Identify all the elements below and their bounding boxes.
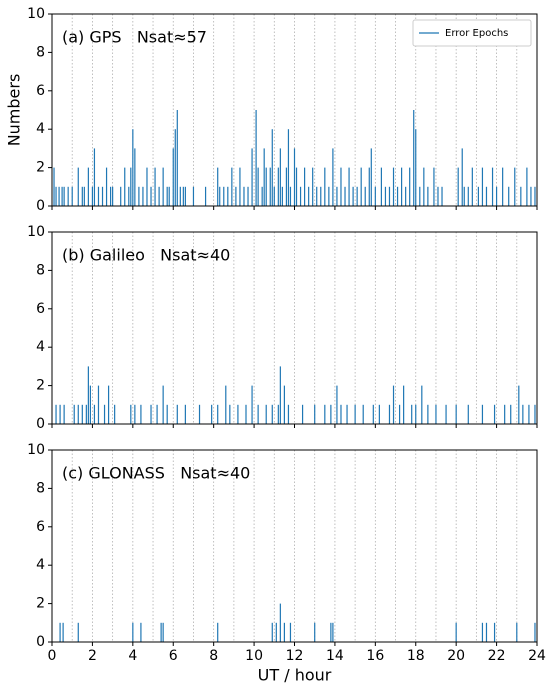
y-tick-label: 0 (36, 198, 45, 214)
x-tick-label: 20 (447, 648, 465, 664)
y-axis-label: Numbers (5, 74, 24, 147)
y-tick-label: 8 (36, 480, 45, 496)
x-tick-label: 18 (407, 648, 425, 664)
x-tick-label: 8 (209, 648, 218, 664)
x-tick-label: 24 (528, 648, 546, 664)
x-tick-label: 14 (326, 648, 344, 664)
plot-frame (51, 449, 538, 643)
x-tick-label: 4 (128, 648, 137, 664)
y-tick-label: 6 (36, 301, 45, 317)
x-tick-label: 22 (488, 648, 506, 664)
y-tick-label: 4 (36, 121, 45, 137)
y-tick-label: 0 (36, 416, 45, 432)
y-tick-label: 10 (27, 224, 45, 240)
x-tick-label: 12 (286, 648, 304, 664)
x-tick-label: 2 (88, 648, 97, 664)
plot-frame (51, 13, 538, 207)
panel-title: (c) GLONASS Nsat≈40 (62, 464, 250, 483)
y-tick-label: 2 (36, 596, 45, 612)
x-tick-label: 6 (169, 648, 178, 664)
legend-label: Error Epochs (445, 28, 508, 39)
y-tick-label: 6 (36, 83, 45, 99)
y-tick-label: 4 (36, 339, 45, 355)
panel: 0 2 4 6 8 10 (b) Galileo Nsat≈40 (27, 224, 538, 432)
y-tick-label: 10 (27, 6, 45, 22)
y-tick-label: 8 (36, 262, 45, 278)
x-tick-label: 0 (48, 648, 57, 664)
y-tick-label: 0 (36, 634, 45, 650)
y-tick-label: 2 (36, 378, 45, 394)
legend-box (412, 19, 532, 47)
x-axis-label: UT / hour (258, 666, 332, 685)
y-tick-label: 4 (36, 557, 45, 573)
y-tick-label: 6 (36, 519, 45, 535)
y-tick-label: 8 (36, 44, 45, 60)
x-tick-label: 10 (245, 648, 263, 664)
plot-frame (51, 231, 538, 425)
y-tick-label: 10 (27, 442, 45, 458)
panel-title: (a) GPS Nsat≈57 (62, 28, 207, 47)
panel: 0 2 4 6 8 10 (a) GPS Nsat≈57 Numbers Error Epoch… (5, 6, 538, 214)
panel-title: (b) Galileo Nsat≈40 (62, 246, 230, 265)
x-tick-label: 16 (366, 648, 384, 664)
y-tick-label: 2 (36, 160, 45, 176)
